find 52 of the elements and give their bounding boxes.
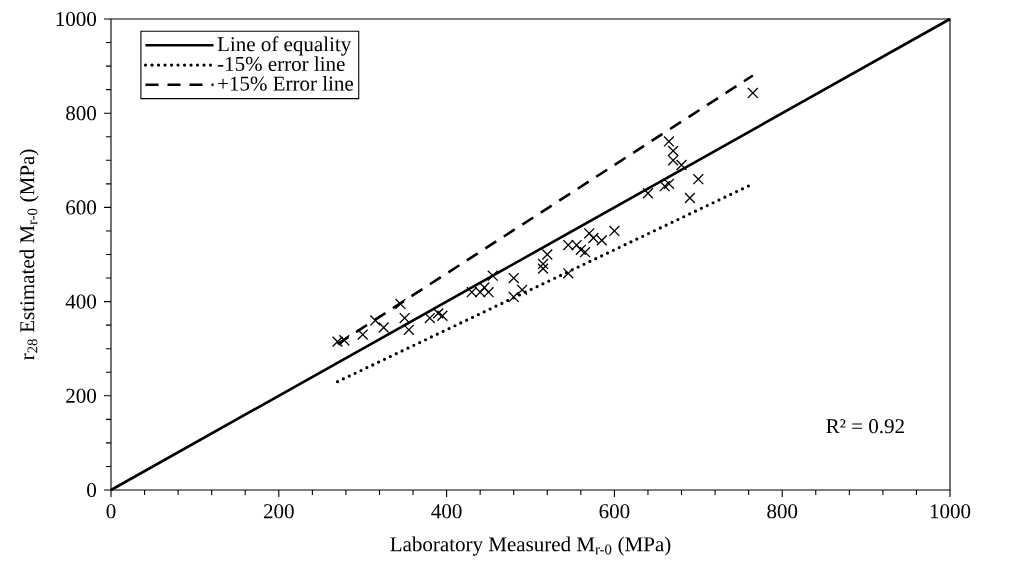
- point: [516, 284, 528, 296]
- point: [659, 180, 671, 192]
- y-tick-label: 400: [65, 294, 97, 309]
- x-axis-title: Laboratory Measured M$_{r-0}$ (MPa): [390, 536, 671, 556]
- point: [432, 307, 444, 319]
- x-tick-label: 1000: [930, 504, 971, 519]
- point: [478, 281, 490, 294]
- point: [663, 178, 675, 190]
- point: [575, 244, 587, 256]
- point: [562, 267, 574, 279]
- point: [394, 298, 407, 310]
- point: [436, 310, 449, 322]
- x-tick-label: 600: [599, 504, 630, 519]
- point: [642, 187, 654, 199]
- legend-label: Line of equality: [217, 36, 352, 56]
- point: [684, 192, 696, 204]
- point: [667, 154, 679, 166]
- y-tick-label: 800: [66, 106, 97, 121]
- point: [357, 328, 369, 341]
- y-tick-label: 200: [66, 388, 97, 403]
- point: [399, 312, 411, 324]
- y-tick-label: 1000: [56, 11, 97, 27]
- y-tick-label: 0: [87, 482, 97, 498]
- legend-label: -15% error line: [217, 56, 345, 72]
- point: [663, 135, 675, 148]
- point: [331, 336, 344, 348]
- x-tick-label: 800: [767, 504, 798, 519]
- point: [747, 87, 759, 99]
- point: [378, 321, 390, 334]
- point: [667, 145, 679, 157]
- point: [692, 173, 704, 185]
- point: [675, 159, 688, 171]
- point: [369, 314, 381, 327]
- legend-label: +15% Error line: [218, 75, 354, 91]
- y-axis-title: r$_{28}$ Estimated M$_{r-0}$ (MPa): [19, 149, 39, 360]
- point: [338, 334, 350, 346]
- x-tick-label: 400: [431, 504, 462, 519]
- point: [537, 258, 549, 270]
- point: [579, 246, 591, 258]
- point: [537, 263, 549, 275]
- point: [508, 291, 520, 303]
- point: [583, 227, 595, 239]
- point: [487, 270, 499, 282]
- x-tick-label: 200: [263, 504, 294, 519]
- x-tick-label: 0: [106, 504, 116, 519]
- point: [541, 248, 553, 261]
- annotation: R² = 0.92: [826, 419, 904, 434]
- point: [403, 324, 415, 336]
- y-tick-label: 600: [66, 200, 97, 215]
- point: [508, 272, 520, 284]
- point: [424, 312, 436, 324]
- point: [608, 225, 621, 237]
